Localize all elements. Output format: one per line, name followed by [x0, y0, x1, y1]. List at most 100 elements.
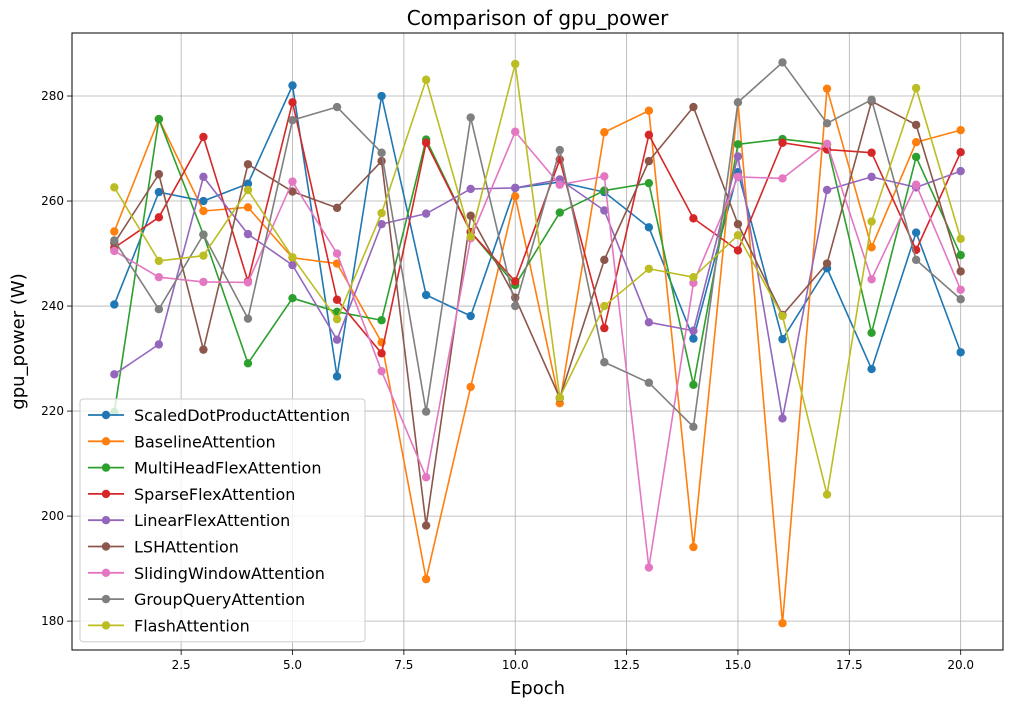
data-point	[911, 180, 921, 189]
legend-label: LSHAttention	[134, 538, 239, 557]
x-tick-label: 5.0	[283, 658, 302, 672]
data-point	[555, 145, 564, 155]
legend-marker	[101, 516, 111, 525]
data-point	[822, 185, 832, 195]
x-tick-label: 20.0	[947, 658, 974, 672]
data-point	[377, 316, 386, 325]
data-point	[154, 305, 164, 314]
data-point	[911, 255, 921, 265]
legend-label: LinearFlexAttention	[134, 511, 290, 530]
legend-marker	[101, 410, 111, 420]
data-point	[644, 264, 654, 273]
data-point	[466, 382, 475, 392]
data-point	[288, 177, 297, 186]
data-point	[110, 370, 119, 379]
legend-entry: SparseFlexAttention	[88, 485, 295, 504]
data-point	[956, 250, 965, 260]
data-point	[110, 300, 119, 309]
data-point	[600, 323, 609, 333]
y-tick-label: 220	[41, 404, 64, 418]
series-9	[110, 59, 965, 499]
data-point	[466, 211, 475, 220]
y-tick-label: 180	[41, 614, 64, 628]
data-point	[199, 277, 208, 287]
data-point	[778, 311, 787, 321]
data-point	[332, 295, 342, 304]
data-point	[689, 272, 698, 282]
data-point	[689, 214, 698, 223]
data-point	[867, 328, 876, 338]
data-point	[644, 130, 654, 140]
data-point	[199, 172, 208, 182]
legend-marker	[101, 621, 111, 630]
data-point	[421, 407, 431, 416]
data-point	[110, 183, 119, 192]
plot-frame	[71, 32, 1004, 651]
data-point	[822, 490, 832, 499]
data-point	[421, 290, 431, 300]
series-7	[110, 127, 965, 572]
data-point	[288, 260, 297, 270]
legend-marker	[101, 489, 111, 499]
data-point	[600, 206, 609, 215]
data-point	[511, 183, 520, 193]
data-point	[243, 179, 253, 188]
data-point	[377, 148, 386, 157]
legend-marker	[101, 437, 111, 446]
data-point	[911, 83, 921, 93]
data-point	[288, 98, 297, 107]
data-point	[199, 230, 208, 239]
legend-label: SlidingWindowAttention	[134, 564, 325, 583]
data-point	[511, 301, 520, 311]
data-point	[644, 318, 654, 327]
x-tick-label: 17.5	[836, 658, 863, 672]
data-point	[778, 334, 787, 344]
data-point	[377, 349, 386, 358]
data-point	[466, 113, 475, 122]
data-point	[600, 301, 609, 311]
data-point	[689, 380, 698, 390]
data-point	[199, 196, 208, 206]
data-point	[867, 148, 876, 157]
data-point	[154, 187, 164, 197]
series-line	[113, 155, 961, 420]
data-point	[421, 209, 431, 218]
data-point	[867, 243, 876, 252]
data-point	[110, 246, 119, 256]
legend-entry: FlashAttention	[88, 616, 250, 635]
legend-entry: BaselineAttention	[88, 432, 276, 451]
data-point	[332, 372, 342, 381]
series-5	[110, 152, 965, 423]
data-point	[421, 75, 431, 84]
data-point	[243, 203, 253, 212]
data-point	[243, 314, 253, 323]
legend-marker	[101, 463, 111, 472]
data-point	[867, 275, 876, 284]
data-point	[421, 521, 431, 530]
legend-box	[79, 398, 366, 643]
data-point	[377, 219, 386, 229]
data-point	[911, 120, 921, 130]
data-point	[867, 364, 876, 374]
data-point	[911, 138, 921, 147]
data-point	[421, 574, 431, 584]
data-point	[288, 187, 297, 196]
y-tick-label: 200	[41, 509, 64, 523]
data-point	[600, 255, 609, 265]
data-point	[466, 232, 475, 241]
legend-label: GroupQueryAttention	[134, 590, 305, 609]
data-point	[288, 293, 297, 303]
x-tick-label: 2.5	[172, 658, 191, 672]
data-point	[332, 249, 342, 258]
data-point	[199, 251, 208, 260]
data-point	[733, 246, 743, 255]
data-point	[332, 335, 342, 344]
data-point	[243, 359, 253, 368]
legend-label: FlashAttention	[134, 616, 250, 635]
series-line	[113, 87, 961, 625]
data-point	[956, 125, 965, 135]
data-point	[600, 128, 609, 137]
data-point	[956, 285, 965, 294]
data-point	[689, 326, 698, 335]
data-point	[511, 59, 520, 69]
